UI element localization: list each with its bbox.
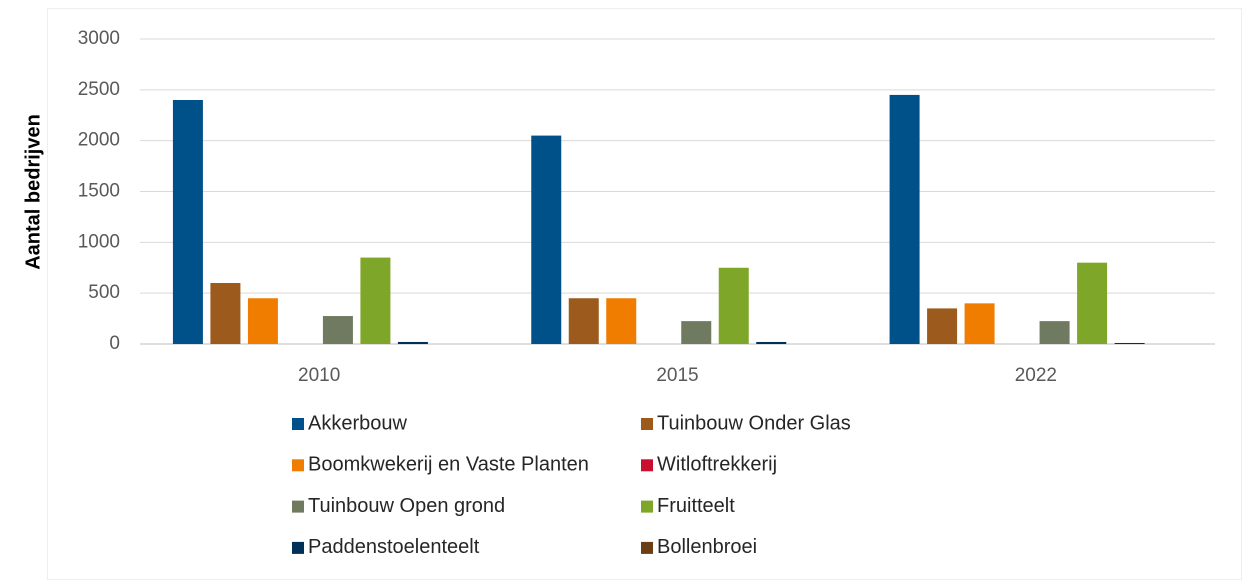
legend-label: Bollenbroei [657, 536, 757, 558]
x-tick-label: 2015 [656, 365, 698, 386]
y-tick-label: 1500 [78, 181, 120, 202]
bar [756, 341, 787, 344]
y-axis-label: Aantal bedrijven [22, 114, 44, 270]
bar [1114, 342, 1145, 344]
x-tick-label: 2010 [298, 365, 340, 386]
y-tick-label: 3000 [78, 28, 120, 49]
legend-label: Boomkwekerij en Vaste Planten [308, 454, 589, 476]
legend-label: Fruitteelt [657, 495, 735, 517]
legend-label: Akkerbouw [308, 412, 407, 434]
bar [531, 135, 562, 344]
bar [1077, 262, 1108, 344]
legend-marker [641, 541, 653, 554]
bar [397, 341, 428, 344]
legend-marker [292, 500, 304, 513]
legend-label: Witloftrekkerij [657, 454, 777, 476]
legend-label: Tuinbouw Open grond [308, 495, 505, 517]
bar [927, 308, 958, 344]
legend-marker [292, 459, 304, 472]
y-tick-label: 1000 [78, 231, 120, 252]
y-tick-label: 2500 [78, 79, 120, 100]
bar [568, 298, 599, 344]
bar [889, 94, 920, 345]
y-tick-label: 2000 [78, 130, 120, 151]
bar [964, 303, 995, 344]
legend-label: Tuinbouw Onder Glas [657, 412, 851, 434]
bar [1039, 321, 1070, 344]
y-tick-label: 500 [88, 282, 120, 303]
legend-marker [292, 418, 304, 430]
bar [681, 321, 712, 344]
x-tick-label: 2022 [1015, 365, 1057, 386]
bar [718, 267, 749, 344]
bar [360, 257, 391, 344]
legend-marker [292, 541, 304, 554]
legend-marker [641, 459, 653, 472]
chart-frame [47, 8, 1242, 580]
bar [606, 298, 637, 344]
bar [172, 100, 203, 344]
legend-label: Paddenstoelenteelt [308, 536, 480, 558]
y-tick-label: 0 [109, 333, 120, 354]
legend-marker [641, 418, 653, 430]
bar [247, 298, 278, 344]
bar [210, 283, 241, 344]
bar [322, 316, 353, 344]
legend-marker [641, 500, 653, 513]
